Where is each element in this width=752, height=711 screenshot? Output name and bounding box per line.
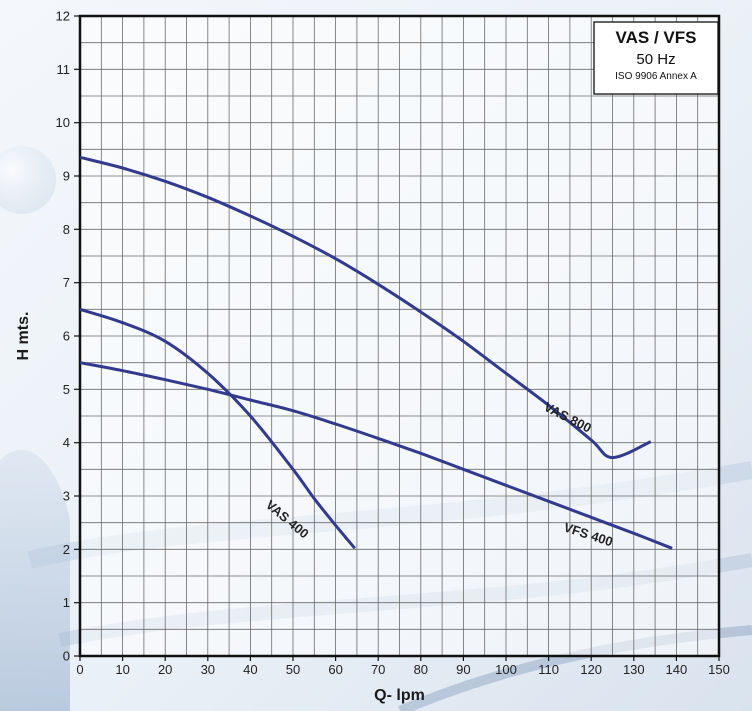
x-tick-label: 140	[666, 662, 688, 677]
x-tick-label: 30	[201, 662, 215, 677]
x-tick-label: 10	[115, 662, 129, 677]
x-tick-label: 110	[538, 662, 559, 677]
x-tick-label: 100	[495, 662, 517, 677]
x-axis-title: Q- lpm	[374, 687, 425, 704]
x-tick-label: 60	[328, 662, 342, 677]
y-tick-label: 11	[57, 62, 71, 77]
y-tick-label: 1	[63, 595, 70, 610]
y-tick-label: 12	[56, 9, 70, 24]
legend-standard: ISO 9906 Annex A	[615, 71, 697, 82]
x-tick-label: 0	[76, 662, 83, 677]
y-tick-label: 0	[63, 649, 70, 664]
x-tick-label: 70	[371, 662, 385, 677]
y-tick-label: 6	[63, 329, 70, 344]
y-axis-title: H mts.	[15, 312, 32, 361]
legend-title: VAS / VFS	[616, 28, 697, 47]
x-tick-label: 130	[623, 662, 645, 677]
y-tick-label: 5	[63, 382, 70, 397]
y-tick-label: 7	[63, 275, 70, 290]
x-tick-label: 150	[708, 662, 730, 677]
y-tick-label: 8	[63, 222, 70, 237]
x-tick-label: 40	[243, 662, 257, 677]
legend-frequency: 50 Hz	[636, 51, 675, 68]
y-tick-label: 3	[63, 489, 70, 504]
y-tick-label: 2	[63, 542, 70, 557]
x-tick-label: 80	[414, 662, 428, 677]
x-tick-label: 50	[286, 662, 300, 677]
x-tick-label: 120	[580, 662, 602, 677]
y-tick-label: 10	[56, 115, 70, 130]
x-tick-label: 20	[158, 662, 172, 677]
y-tick-label: 4	[63, 435, 70, 450]
legend-box: VAS / VFS 50 Hz ISO 9906 Annex A	[594, 22, 718, 94]
y-tick-label: 9	[63, 169, 70, 184]
x-tick-label: 90	[456, 662, 470, 677]
